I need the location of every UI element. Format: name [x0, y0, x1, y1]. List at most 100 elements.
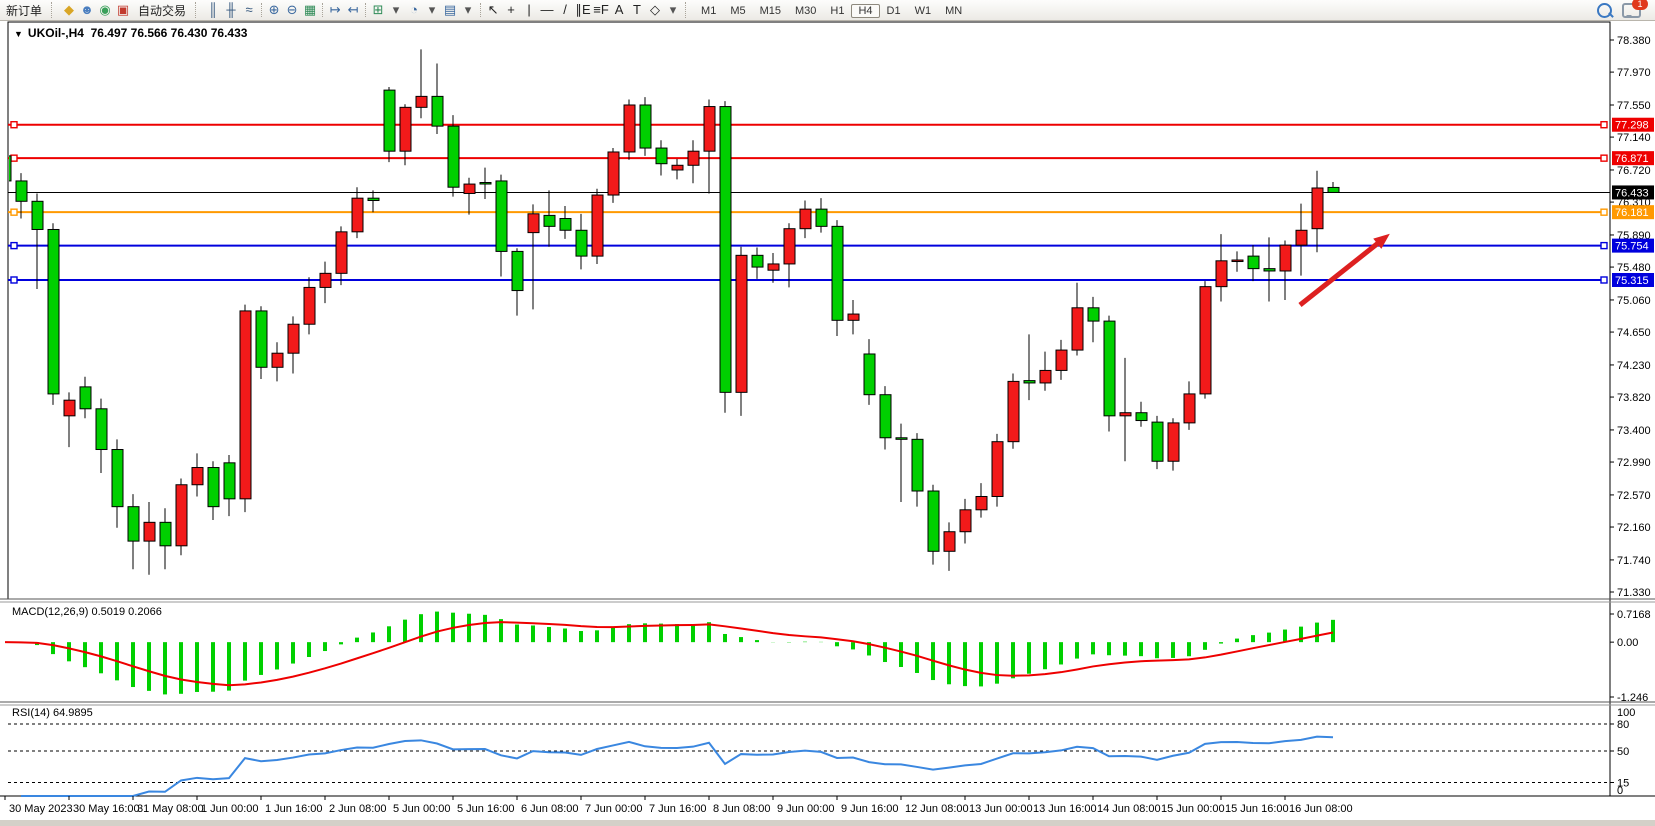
- bottom-strip: [0, 820, 1655, 826]
- line-endpoint-marker[interactable]: [10, 121, 18, 129]
- candle-body: [719, 106, 732, 393]
- auto-trading-icon[interactable]: ▣: [116, 2, 130, 17]
- candle-body: [959, 509, 972, 533]
- price-tick-label: 75.060: [1617, 295, 1651, 307]
- auto-trading-button[interactable]: 自动交易: [132, 1, 192, 20]
- candle-body: [1231, 259, 1244, 263]
- candle-body: [1135, 412, 1148, 422]
- candle-body: [1151, 421, 1164, 462]
- crosshair-icon[interactable]: +: [507, 2, 515, 17]
- candle-body: [863, 353, 876, 396]
- cursor-icon[interactable]: ↖: [487, 2, 499, 17]
- candle-body: [447, 125, 460, 188]
- vertical-line-icon[interactable]: |: [527, 2, 531, 17]
- macd-axis-label: -1.246: [1617, 692, 1648, 704]
- periods-icon[interactable]: ◔: [410, 2, 418, 17]
- line-endpoint-marker[interactable]: [10, 154, 18, 162]
- time-tick-label: 31 May 08:00: [137, 803, 204, 815]
- timeframe-button-h4[interactable]: H4: [851, 4, 880, 18]
- line-endpoint-marker[interactable]: [1600, 154, 1608, 162]
- tile-windows-icon[interactable]: ▦: [303, 2, 317, 17]
- time-tick-label: 30 May 2023: [9, 803, 73, 815]
- arrows-tool-icon[interactable]: ◇: [650, 2, 661, 17]
- main-pane[interactable]: [7, 21, 1611, 600]
- chart-shift-icon[interactable]: ↦: [329, 2, 341, 17]
- candle-body: [895, 437, 908, 440]
- fibonacci-icon[interactable]: ≡F: [593, 2, 609, 17]
- line-endpoint-marker[interactable]: [10, 241, 18, 250]
- bar-chart-icon[interactable]: ║: [208, 2, 218, 17]
- line-endpoint-marker[interactable]: [10, 276, 18, 284]
- text-label-icon[interactable]: T: [633, 2, 641, 17]
- timeframe-button-m1[interactable]: M1: [701, 5, 717, 17]
- profile-icon[interactable]: ☻: [80, 2, 94, 17]
- time-tick-label: 8 Jun 08:00: [713, 803, 771, 815]
- price-badge: [1612, 185, 1654, 200]
- candle-body: [575, 229, 588, 257]
- candle-body: [655, 147, 668, 165]
- dropdown-arrow-icon[interactable]: ▾: [464, 2, 472, 17]
- trend-arrow-object[interactable]: [1298, 238, 1384, 307]
- candle-body: [9, 155, 12, 182]
- candle-body: [703, 106, 716, 152]
- timeframe-button-h1[interactable]: H1: [830, 5, 845, 17]
- candle-body: [143, 521, 156, 542]
- price-badge: [1612, 117, 1654, 132]
- metaquotes-icon[interactable]: ◆: [64, 2, 75, 17]
- line-endpoint-marker[interactable]: [10, 208, 18, 216]
- indicators-icon[interactable]: ⊞: [372, 2, 384, 17]
- search-icon[interactable]: [1597, 2, 1612, 18]
- line-endpoint-marker[interactable]: [1600, 276, 1608, 284]
- timeframe-button-m30[interactable]: M30: [795, 5, 817, 17]
- text-icon[interactable]: A: [614, 2, 624, 17]
- dropdown-arrow-icon[interactable]: ▾: [392, 2, 400, 17]
- price-badge: [1612, 238, 1654, 253]
- line-endpoint-marker[interactable]: [1600, 208, 1608, 216]
- price-badge-label: 75.315: [1615, 275, 1649, 287]
- candle-body: [47, 228, 60, 395]
- time-tick-label: 7 Jun 00:00: [585, 803, 643, 815]
- dropdown-arrow-icon[interactable]: ▾: [428, 2, 436, 17]
- line-endpoint-marker[interactable]: [1600, 121, 1608, 129]
- candle-body: [735, 254, 748, 393]
- line-chart-icon[interactable]: ≈: [245, 2, 253, 17]
- timeframe-button-w1[interactable]: W1: [914, 5, 932, 17]
- chevron-down-icon[interactable]: ▼: [14, 29, 23, 39]
- time-tick-label: 16 Jun 08:00: [1289, 803, 1353, 815]
- chat-icon[interactable]: 1: [1622, 0, 1648, 18]
- new-order-button[interactable]: 新订单: [0, 1, 48, 20]
- timeframe-button-m15[interactable]: M15: [759, 5, 781, 17]
- price-badge: [1612, 272, 1654, 287]
- templates-icon[interactable]: ▤: [443, 2, 457, 17]
- trendline-icon[interactable]: /: [563, 2, 567, 17]
- candle-body: [831, 225, 844, 321]
- timeframe-button-d1[interactable]: D1: [886, 5, 901, 17]
- candle-body: [159, 521, 172, 547]
- line-endpoint-marker[interactable]: [1600, 241, 1608, 250]
- zoom-in-icon[interactable]: ⊕: [268, 2, 280, 17]
- candle-body: [687, 150, 700, 166]
- trend-arrow-head[interactable]: [1373, 233, 1390, 249]
- price-tick-label: 77.970: [1617, 67, 1651, 79]
- equidistant-channel-icon[interactable]: ∥E: [575, 2, 591, 17]
- community-icon[interactable]: ◉: [99, 2, 111, 17]
- candle-body: [975, 495, 988, 511]
- candle-body: [127, 506, 140, 542]
- candle-body: [223, 462, 236, 500]
- price-tick-label: 74.650: [1617, 327, 1651, 339]
- timeframe-button-mn[interactable]: MN: [945, 5, 963, 17]
- zoom-out-icon[interactable]: ⊖: [286, 2, 298, 17]
- rsi-axis-label: 80: [1617, 719, 1629, 731]
- timeframe-button-m5[interactable]: M5: [730, 5, 746, 17]
- horizontal-line-icon[interactable]: —: [540, 2, 554, 17]
- candlestick-chart-icon[interactable]: ╫: [226, 2, 236, 17]
- candle-body: [879, 394, 892, 439]
- price-badge-label: 77.298: [1615, 120, 1649, 132]
- candle-body: [1023, 380, 1036, 384]
- dropdown-arrow-icon[interactable]: ▾: [669, 2, 677, 17]
- price-tick-label: 76.720: [1617, 165, 1651, 177]
- auto-scroll-icon[interactable]: ↤: [347, 2, 359, 17]
- price-tick-label: 77.550: [1617, 100, 1651, 112]
- chart-title: ▼ UKOil-,H4 76.497 76.566 76.430 76.433: [14, 26, 247, 40]
